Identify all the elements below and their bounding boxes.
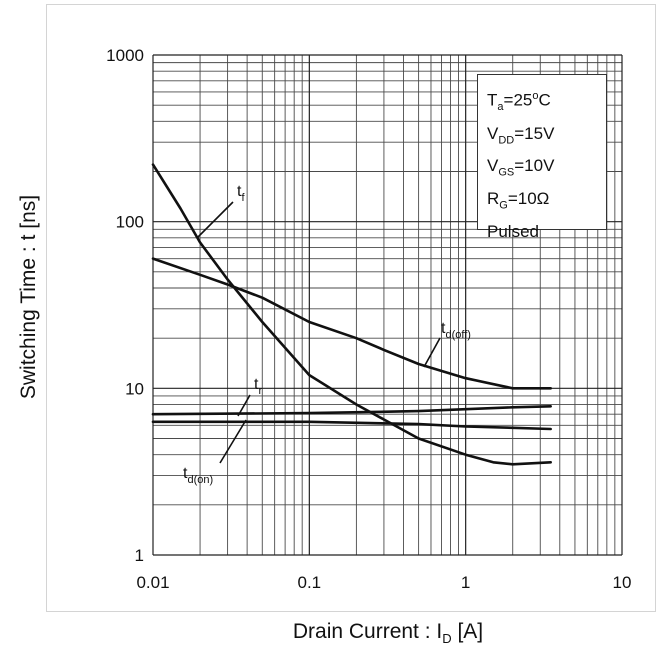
label-leader-line [237, 394, 251, 417]
label-leader-line [196, 201, 234, 239]
label-leader-line [423, 337, 441, 368]
condition-line: VDD=15V [487, 123, 555, 146]
td-off-label: td(off) [441, 320, 471, 341]
condition-line: VGS=10V [487, 156, 555, 179]
x-tick-labels: 0.01 0.1 1 10 [136, 573, 631, 592]
x-axis-label: Drain Current : ID [A] [293, 620, 483, 646]
tf-label: tf [237, 183, 245, 204]
y-tick-label: 1 [135, 546, 144, 565]
condition-line: Ta=25oC [487, 90, 551, 114]
x-tick-label: 1 [461, 573, 470, 592]
test-conditions-box: Ta=25oC VDD=15V VGS=10V RG=10Ω Pulsed [477, 74, 607, 241]
x-axis-label-main: Drain Current : I [292, 619, 443, 643]
label-leader-line [219, 419, 247, 464]
tr-curve [151, 405, 552, 416]
x-tick-label: 10 [613, 573, 632, 592]
x-axis-label-sub: D [442, 631, 452, 647]
tr-label: tr [254, 376, 262, 397]
series-lines [151, 163, 552, 466]
td-off-curve [151, 257, 552, 390]
y-tick-label: 1000 [106, 46, 144, 65]
conditions-list: Ta=25oC VDD=15V VGS=10V RG=10Ω Pulsed [487, 84, 606, 245]
x-tick-label: 0.1 [298, 573, 322, 592]
tf-curve [151, 163, 552, 466]
td-on-label: td(on) [183, 465, 213, 486]
y-tick-label: 10 [125, 379, 144, 398]
series-labels: tf td(off) tr td(on) [183, 183, 471, 486]
condition-line: Pulsed [487, 222, 539, 242]
x-axis-label-tail: [A] [451, 619, 484, 643]
y-axis-label: Switching Time : t [ns] [17, 194, 40, 400]
grid-lines [152, 54, 623, 556]
y-tick-label: 100 [116, 213, 144, 232]
y-tick-labels: 1 10 100 1000 [106, 46, 144, 565]
chart-frame [46, 4, 656, 612]
x-tick-label: 0.01 [136, 573, 169, 592]
condition-line: RG=10Ω [487, 189, 550, 212]
td-on-curve [151, 420, 552, 431]
